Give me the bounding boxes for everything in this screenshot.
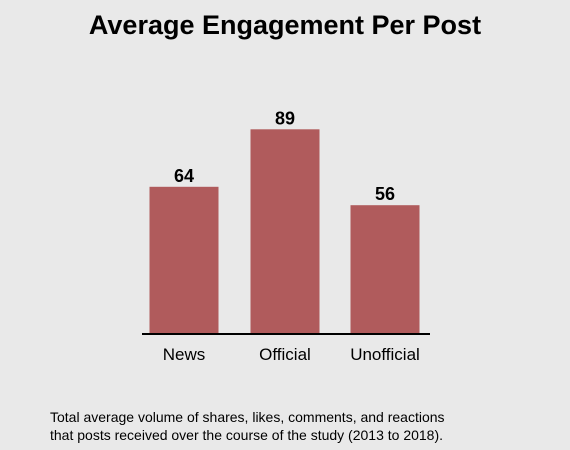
bar-official [250,129,320,334]
category-labels-group: News Official Unofficial [163,345,420,364]
value-label-news: 64 [174,166,194,186]
category-label-news: News [163,345,206,364]
bars-group [149,129,420,334]
value-label-official: 89 [275,108,295,128]
caption-line-2: that posts received over the course of t… [50,427,444,443]
category-label-official: Official [259,345,311,364]
chart-caption: Total average volume of shares, likes, c… [50,408,550,444]
bar-news [149,186,219,334]
caption-line-1: Total average volume of shares, likes, c… [50,409,445,425]
value-label-unofficial: 56 [375,184,395,204]
value-labels-group: 64 89 56 [174,108,395,204]
bar-unofficial [350,205,420,334]
chart-title: Average Engagement Per Post [88,10,482,40]
category-label-unofficial: Unofficial [350,345,420,364]
bar-chart: 64 89 56 News Official Unofficial [142,108,430,364]
